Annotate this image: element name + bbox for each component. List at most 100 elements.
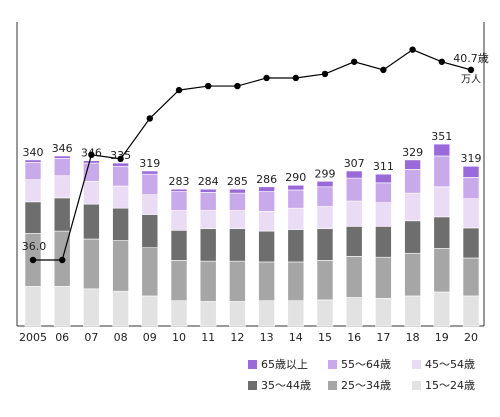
line-point-20 <box>467 66 475 74</box>
bar-segment-08-2 <box>112 240 129 292</box>
bar-segment-07-5 <box>83 162 100 182</box>
bar-segment-19-1 <box>433 291 451 327</box>
bar-segment-07-2 <box>83 238 100 290</box>
bar-segment-09-3 <box>141 214 159 249</box>
bar-segment-12-1 <box>229 301 246 327</box>
x-tick-08: 08 <box>114 331 128 344</box>
bar-segment-16-3 <box>345 226 363 257</box>
bar-segment-14-2 <box>287 261 305 301</box>
bar-segment-09-4 <box>141 194 159 215</box>
x-tick-15: 15 <box>318 331 332 344</box>
total-label-06: 346 <box>52 142 73 155</box>
line-point-11 <box>205 82 212 90</box>
bar-segment-06-3 <box>53 197 71 232</box>
total-label-2005: 340 <box>23 146 44 159</box>
bar-segment-06-5 <box>53 158 71 177</box>
total-label-09: 319 <box>139 157 160 170</box>
line-point-14 <box>292 74 299 82</box>
line-label-2005: 36.0 <box>22 240 47 253</box>
total-unit-label: 万人 <box>461 74 481 86</box>
bar-segment-13-6 <box>258 186 275 192</box>
bar-segment-14-5 <box>287 189 305 209</box>
line-point-08 <box>117 155 124 163</box>
bar-segment-17-2 <box>375 256 392 299</box>
x-tick-10: 10 <box>172 331 186 344</box>
bar-segment-17-4 <box>375 202 392 227</box>
bar-segment-09-6 <box>141 170 159 175</box>
bar-segment-11-5 <box>199 192 217 211</box>
bar-segment-2005-3 <box>24 201 42 234</box>
bar-segment-11-4 <box>199 210 217 230</box>
bar-segment-2005-5 <box>24 161 42 180</box>
line-point-2005 <box>29 256 37 264</box>
x-tick-2005: 2005 <box>19 331 47 344</box>
bar-segment-13-5 <box>258 191 275 212</box>
bar-segment-09-2 <box>141 247 159 297</box>
bar-segment-20-6 <box>462 165 480 178</box>
bar-segment-20-4 <box>462 198 480 229</box>
x-tick-07: 07 <box>84 331 98 344</box>
x-tick-14: 14 <box>289 331 303 344</box>
bar-segment-12-3 <box>229 228 246 262</box>
total-label-20: 319 <box>461 152 482 165</box>
bar-segment-14-1 <box>287 300 305 327</box>
total-label-13: 286 <box>256 173 277 186</box>
bar-segment-12-4 <box>229 210 246 230</box>
bar-segment-08-5 <box>112 165 129 187</box>
bar-segment-07-3 <box>83 203 100 240</box>
bar-segment-08-4 <box>112 185 129 209</box>
total-label-18: 329 <box>402 146 423 159</box>
bar-segment-10-1 <box>170 300 188 327</box>
x-tick-06: 06 <box>55 331 69 344</box>
bar-segment-2005-6 <box>24 159 42 163</box>
bar-segment-18-2 <box>404 252 421 297</box>
legend-label-25～34歳: 25～34歳 <box>341 379 391 392</box>
bar-segment-06-6 <box>53 155 71 159</box>
bar-segment-15-1 <box>316 299 334 327</box>
total-label-12: 285 <box>227 175 248 188</box>
bar-segment-19-5 <box>433 155 451 188</box>
bar-segment-12-6 <box>229 188 246 194</box>
bar-segment-13-1 <box>258 300 275 327</box>
line-point-10 <box>175 86 183 94</box>
bar-segment-19-2 <box>433 248 451 293</box>
bar-segment-09-5 <box>141 173 159 196</box>
legend-label-45～54歳: 45～54歳 <box>425 358 475 371</box>
line-point-06 <box>59 256 66 264</box>
bar-segment-20-5 <box>462 177 480 199</box>
bar-segment-14-4 <box>287 207 305 230</box>
x-tick-12: 12 <box>230 331 244 344</box>
bar-segment-18-5 <box>404 169 421 194</box>
x-tick-09: 09 <box>143 331 157 344</box>
bar-segment-12-2 <box>229 260 246 302</box>
bar-segment-20-3 <box>462 227 480 259</box>
total-label-14: 290 <box>285 171 306 184</box>
bar-segment-16-5 <box>345 177 363 202</box>
bar-segment-2005-4 <box>24 179 42 203</box>
x-tick-11: 11 <box>201 331 215 344</box>
legend-label-15～24歳: 15～24歳 <box>425 379 475 392</box>
bar-segment-19-4 <box>433 186 451 218</box>
bar-segment-12-5 <box>229 192 246 211</box>
line-point-18 <box>409 46 416 53</box>
bar-segment-16-6 <box>345 170 363 179</box>
bar-segment-09-1 <box>141 295 159 327</box>
line-point-16 <box>351 58 358 65</box>
line-point-15 <box>321 70 329 78</box>
bar-segment-14-6 <box>287 184 305 191</box>
bar-segment-11-3 <box>199 228 217 262</box>
bar-segment-16-1 <box>345 297 363 327</box>
x-tick-20: 20 <box>464 331 478 344</box>
bar-segment-15-5 <box>316 186 334 207</box>
bar-segment-11-1 <box>199 301 217 327</box>
line-point-13 <box>263 74 270 82</box>
legend-swatch-35～44歳 <box>248 381 257 390</box>
bar-segment-15-4 <box>316 206 334 230</box>
legend-label-35～44歳: 35～44歳 <box>261 379 311 392</box>
total-label-10: 283 <box>169 175 190 188</box>
bar-segment-17-6 <box>375 173 392 184</box>
bar-segment-13-2 <box>258 261 275 301</box>
bar-segment-07-6 <box>83 160 100 164</box>
bar-segment-07-1 <box>83 288 100 327</box>
bar-segment-15-3 <box>316 228 334 261</box>
